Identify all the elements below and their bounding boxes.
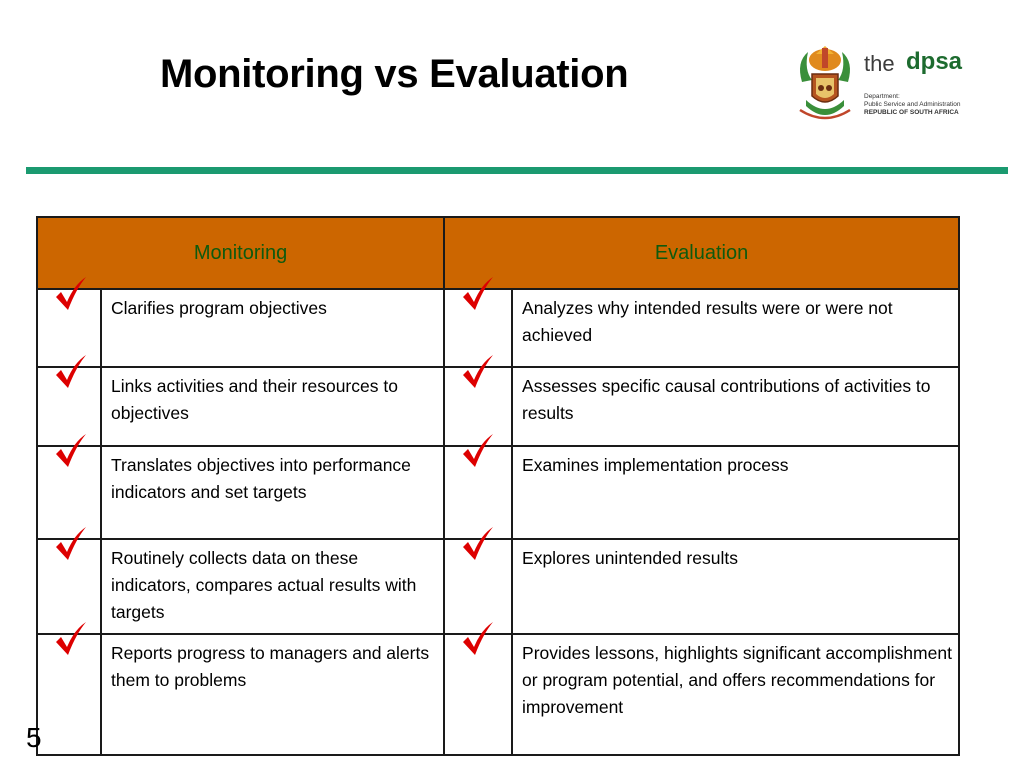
monitoring-item: Reports progress to managers and alerts … [99,633,446,756]
monitoring-item: Translates objectives into performance i… [99,445,446,540]
checkmark-icon [463,622,494,655]
table-row: Translates objectives into performance i… [36,434,961,540]
evaluation-item: Examines implementation process [511,445,961,540]
table-row: Routinely collects data on these indicat… [36,527,961,635]
checkmark-icon [463,434,494,467]
monitoring-item: Clarifies program objectives [99,288,446,368]
coat-of-arms-icon [799,46,851,120]
checkmark-icon [463,355,494,388]
evaluation-item: Analyzes why intended results were or we… [511,288,961,368]
checkmark-icon [56,277,86,310]
slide-title: Monitoring vs Evaluation [160,52,629,96]
checkmark-icon [56,434,86,467]
checkmark-icon [463,277,494,310]
logo-dpsa-text: dpsa [906,48,963,75]
page-number: 5 [26,722,42,753]
checkmark-icon [56,355,86,388]
checkmark-icon [56,527,86,560]
table-row: Clarifies program objectives Analyzes wh… [36,277,961,368]
evaluation-item: Provides lessons, highlights significant… [511,633,961,756]
evaluation-item: Assesses specific causal contributions o… [511,366,961,447]
logo-psa-text: Public Service and Administration [864,101,961,108]
dpsa-logo: the dpsa Department: Public Service and … [794,44,984,124]
evaluation-item: Explores unintended results [511,538,961,635]
table-row: Links activities and their resources to … [36,355,961,447]
checkmark-icon [56,622,86,655]
monitoring-item: Routinely collects data on these indicat… [99,538,446,635]
table-row: Reports progress to managers and alerts … [36,622,961,756]
logo-the-text: the [864,51,895,76]
logo-rsa-text: REPUBLIC OF SOUTH AFRICA [864,109,959,116]
monitoring-header: Monitoring [35,216,446,290]
evaluation-header: Evaluation [443,216,961,290]
logo-department-text: Department: [864,93,900,100]
monitoring-evaluation-table: Monitoring Evaluation Clarifies program … [35,216,961,756]
title-divider [26,167,1008,174]
monitoring-item: Links activities and their resources to … [99,366,446,447]
checkmark-icon [463,527,494,560]
